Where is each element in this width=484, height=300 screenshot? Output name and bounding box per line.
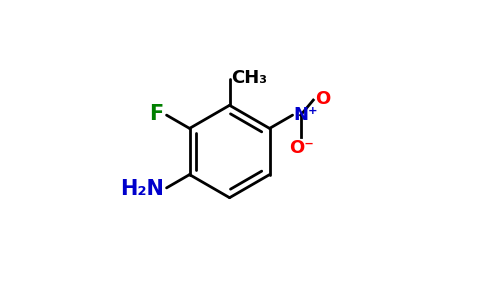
Text: CH₃: CH₃ <box>231 69 267 87</box>
Text: N⁺: N⁺ <box>294 106 318 124</box>
Text: O: O <box>315 90 331 108</box>
Text: F: F <box>150 104 164 124</box>
Text: O⁻: O⁻ <box>289 139 314 157</box>
Text: H₂N: H₂N <box>120 179 164 199</box>
